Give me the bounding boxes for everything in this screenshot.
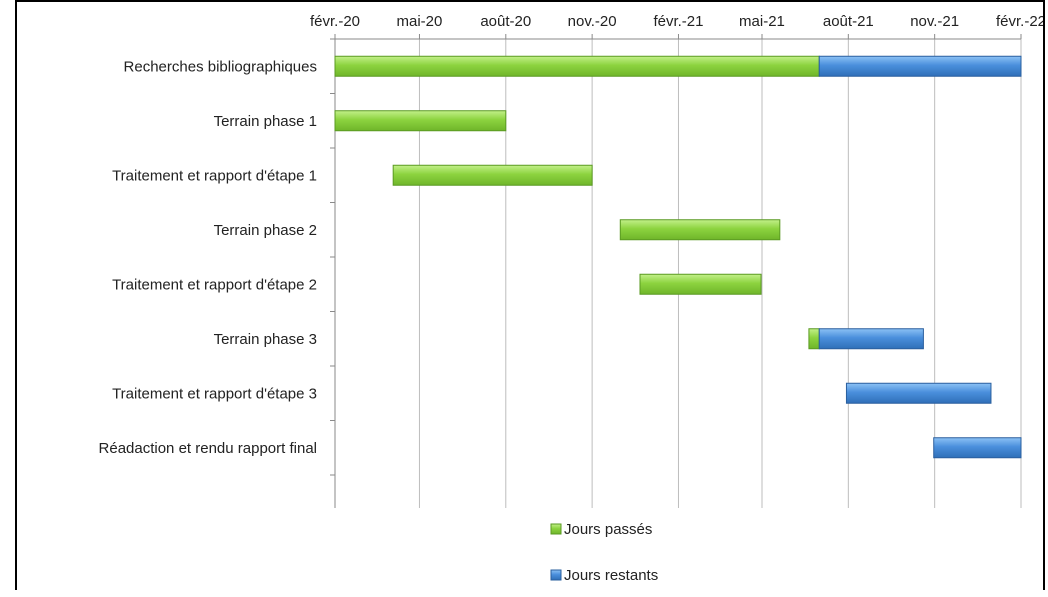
x-tick-label: févr.-21 — [653, 13, 703, 30]
legend-label: Jours restants — [564, 567, 658, 584]
bar-jours-restants — [933, 437, 1022, 459]
chart-frame: févr.-20 mai-20 août-20 nov.-20 févr.-21 mai-… — [15, 0, 1047, 590]
category-label: Terrain phase 1 — [214, 113, 317, 130]
category-label: Terrain phase 2 — [214, 222, 317, 239]
bar-jours-passes — [619, 219, 781, 241]
category-label: Terrain phase 3 — [214, 331, 317, 348]
axes — [330, 34, 1022, 508]
bar-jours-passes — [392, 164, 593, 186]
bar-jours-restants — [818, 328, 924, 350]
legend-swatch — [550, 569, 562, 581]
bar-jours-passes — [808, 328, 820, 350]
bar-jours-restants — [845, 382, 992, 404]
x-tick-label: août-21 — [823, 13, 874, 30]
x-tick-label: nov.-20 — [568, 13, 617, 30]
x-tick-label: févr.-20 — [310, 13, 360, 30]
category-label: Recherches bibliographiques — [124, 58, 317, 75]
bar-jours-passes — [334, 110, 507, 132]
legend: Jours passés Jours restants — [550, 521, 658, 584]
category-label: Traitement et rapport d'étape 2 — [112, 276, 317, 293]
x-tick-label: févr.-22 — [996, 13, 1043, 30]
bar-jours-passes — [334, 55, 820, 77]
x-tick-label: nov.-21 — [910, 13, 959, 30]
x-tick-label: mai-21 — [739, 13, 785, 30]
legend-swatch — [550, 523, 562, 535]
category-label: Traitement et rapport d'étape 3 — [112, 385, 317, 402]
category-label: Réadaction et rendu rapport final — [99, 440, 317, 457]
gridlines — [418, 39, 1022, 508]
bar-jours-restants — [818, 55, 1022, 77]
category-label: Traitement et rapport d'étape 1 — [112, 167, 317, 184]
x-tick-labels: févr.-20 mai-20 août-20 nov.-20 févr.-21 mai-… — [310, 13, 1046, 30]
bars — [334, 55, 1022, 459]
legend-label: Jours passés — [564, 521, 652, 538]
bar-jours-passes — [639, 273, 762, 295]
gantt-chart: févr.-20 mai-20 août-20 nov.-20 févr.-21 mai-… — [99, 13, 1047, 584]
x-tick-label: mai-20 — [397, 13, 443, 30]
category-labels: Recherches bibliographiques Terrain phase… — [99, 58, 317, 457]
x-tick-label: août-20 — [480, 13, 531, 30]
